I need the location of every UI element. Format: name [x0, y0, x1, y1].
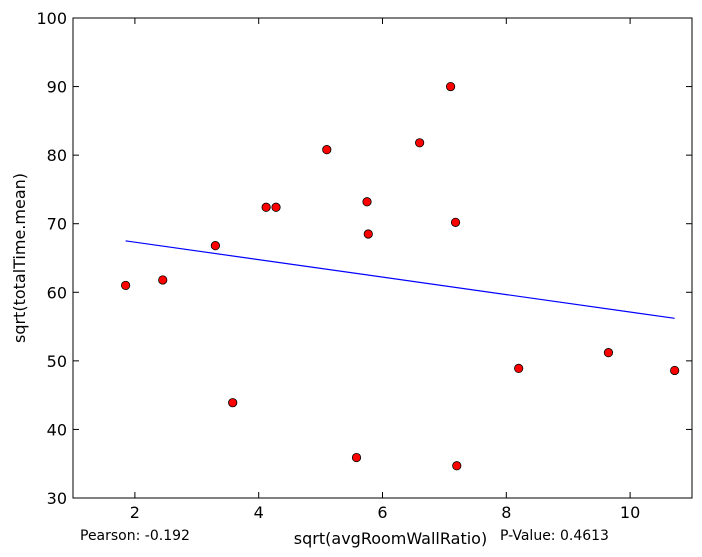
y-tick-label: 100 [36, 9, 67, 28]
y-tick-label: 80 [47, 146, 67, 165]
data-point [670, 365, 680, 376]
data-point [121, 280, 131, 291]
plot-frame [72, 17, 693, 499]
x-axis-label: sqrt(avgRoomWallRatio) [294, 529, 487, 548]
data-point [445, 81, 456, 92]
data-point [362, 197, 372, 207]
data-point [228, 398, 238, 408]
regression-line [125, 240, 675, 319]
y-tick-label: 40 [47, 420, 67, 439]
y-tick-label: 50 [47, 352, 67, 371]
x-tick-label: 2 [130, 503, 140, 522]
data-point [210, 241, 220, 251]
p-value: P-Value: 0.4613 [500, 528, 609, 544]
data-point [261, 202, 271, 212]
x-tick-label: 6 [377, 503, 387, 522]
x-tick-label: 10 [620, 503, 640, 522]
data-point [363, 229, 373, 239]
y-tick-label: 90 [47, 78, 67, 97]
data-point [271, 202, 281, 212]
pearson-value: Pearson: -0.192 [80, 528, 190, 544]
data-point [452, 461, 462, 471]
y-tick-label: 30 [47, 489, 67, 508]
data-point [351, 452, 362, 463]
y-tick-label: 70 [47, 215, 67, 234]
data-point [322, 145, 332, 155]
data-point [450, 217, 461, 227]
y-axis-label: sqrt(totalTime.mean) [10, 173, 29, 343]
data-point [603, 348, 614, 358]
data-point [415, 138, 425, 148]
y-tick-label: 60 [47, 283, 67, 302]
data-point [158, 275, 168, 285]
data-point [514, 363, 524, 373]
x-tick-label: 8 [501, 503, 511, 522]
x-tick-label: 4 [254, 503, 264, 522]
